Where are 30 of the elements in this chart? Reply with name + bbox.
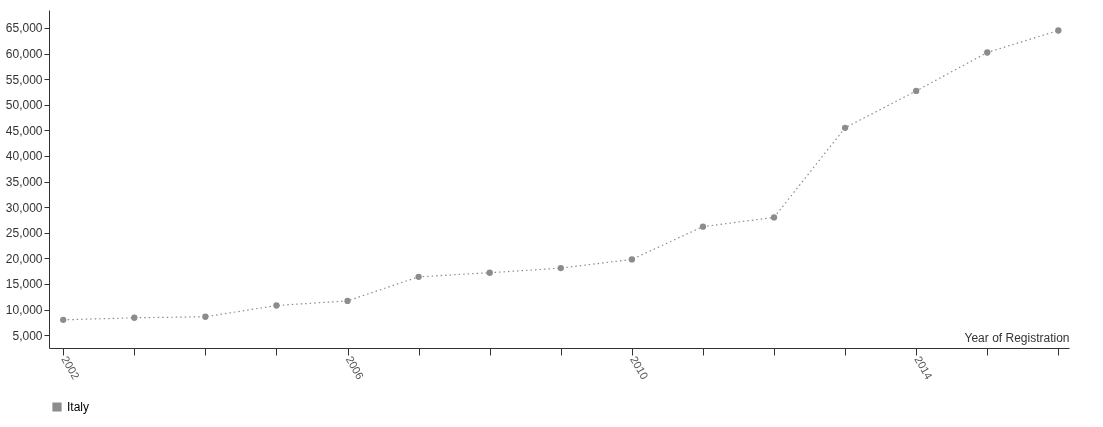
y-tick-label: 35,000	[5, 175, 43, 190]
point	[344, 297, 351, 305]
y-tick-label: 5,000	[12, 328, 43, 343]
x-axis-title: Year of Registration	[964, 330, 1070, 345]
point	[60, 316, 67, 323]
y-tick-label: 40,000	[5, 149, 43, 164]
point	[628, 256, 636, 263]
y-tick-label: 10,000	[5, 303, 43, 318]
point	[131, 314, 138, 321]
y-tick-label: 55,000	[5, 72, 43, 87]
y-tick-label: 20,000	[5, 251, 43, 266]
y-tick-label: 50,000	[5, 98, 43, 113]
y-tick-label: 30,000	[5, 200, 43, 215]
y-tick-label: 15,000	[5, 277, 43, 292]
point	[1055, 27, 1062, 34]
point	[984, 49, 991, 56]
legend-label: Italy	[67, 400, 90, 414]
y-tick-label: 60,000	[5, 47, 43, 62]
point	[770, 214, 778, 221]
y-tick-label: 45,000	[5, 123, 43, 138]
point	[699, 223, 707, 230]
point	[202, 313, 209, 320]
point	[841, 124, 849, 131]
point	[557, 264, 564, 272]
y-tick-label: 25,000	[5, 226, 43, 241]
point	[486, 269, 493, 276]
y-tick-label: 65,000	[5, 21, 43, 36]
point	[913, 87, 920, 95]
point	[273, 302, 280, 309]
point	[415, 273, 422, 280]
